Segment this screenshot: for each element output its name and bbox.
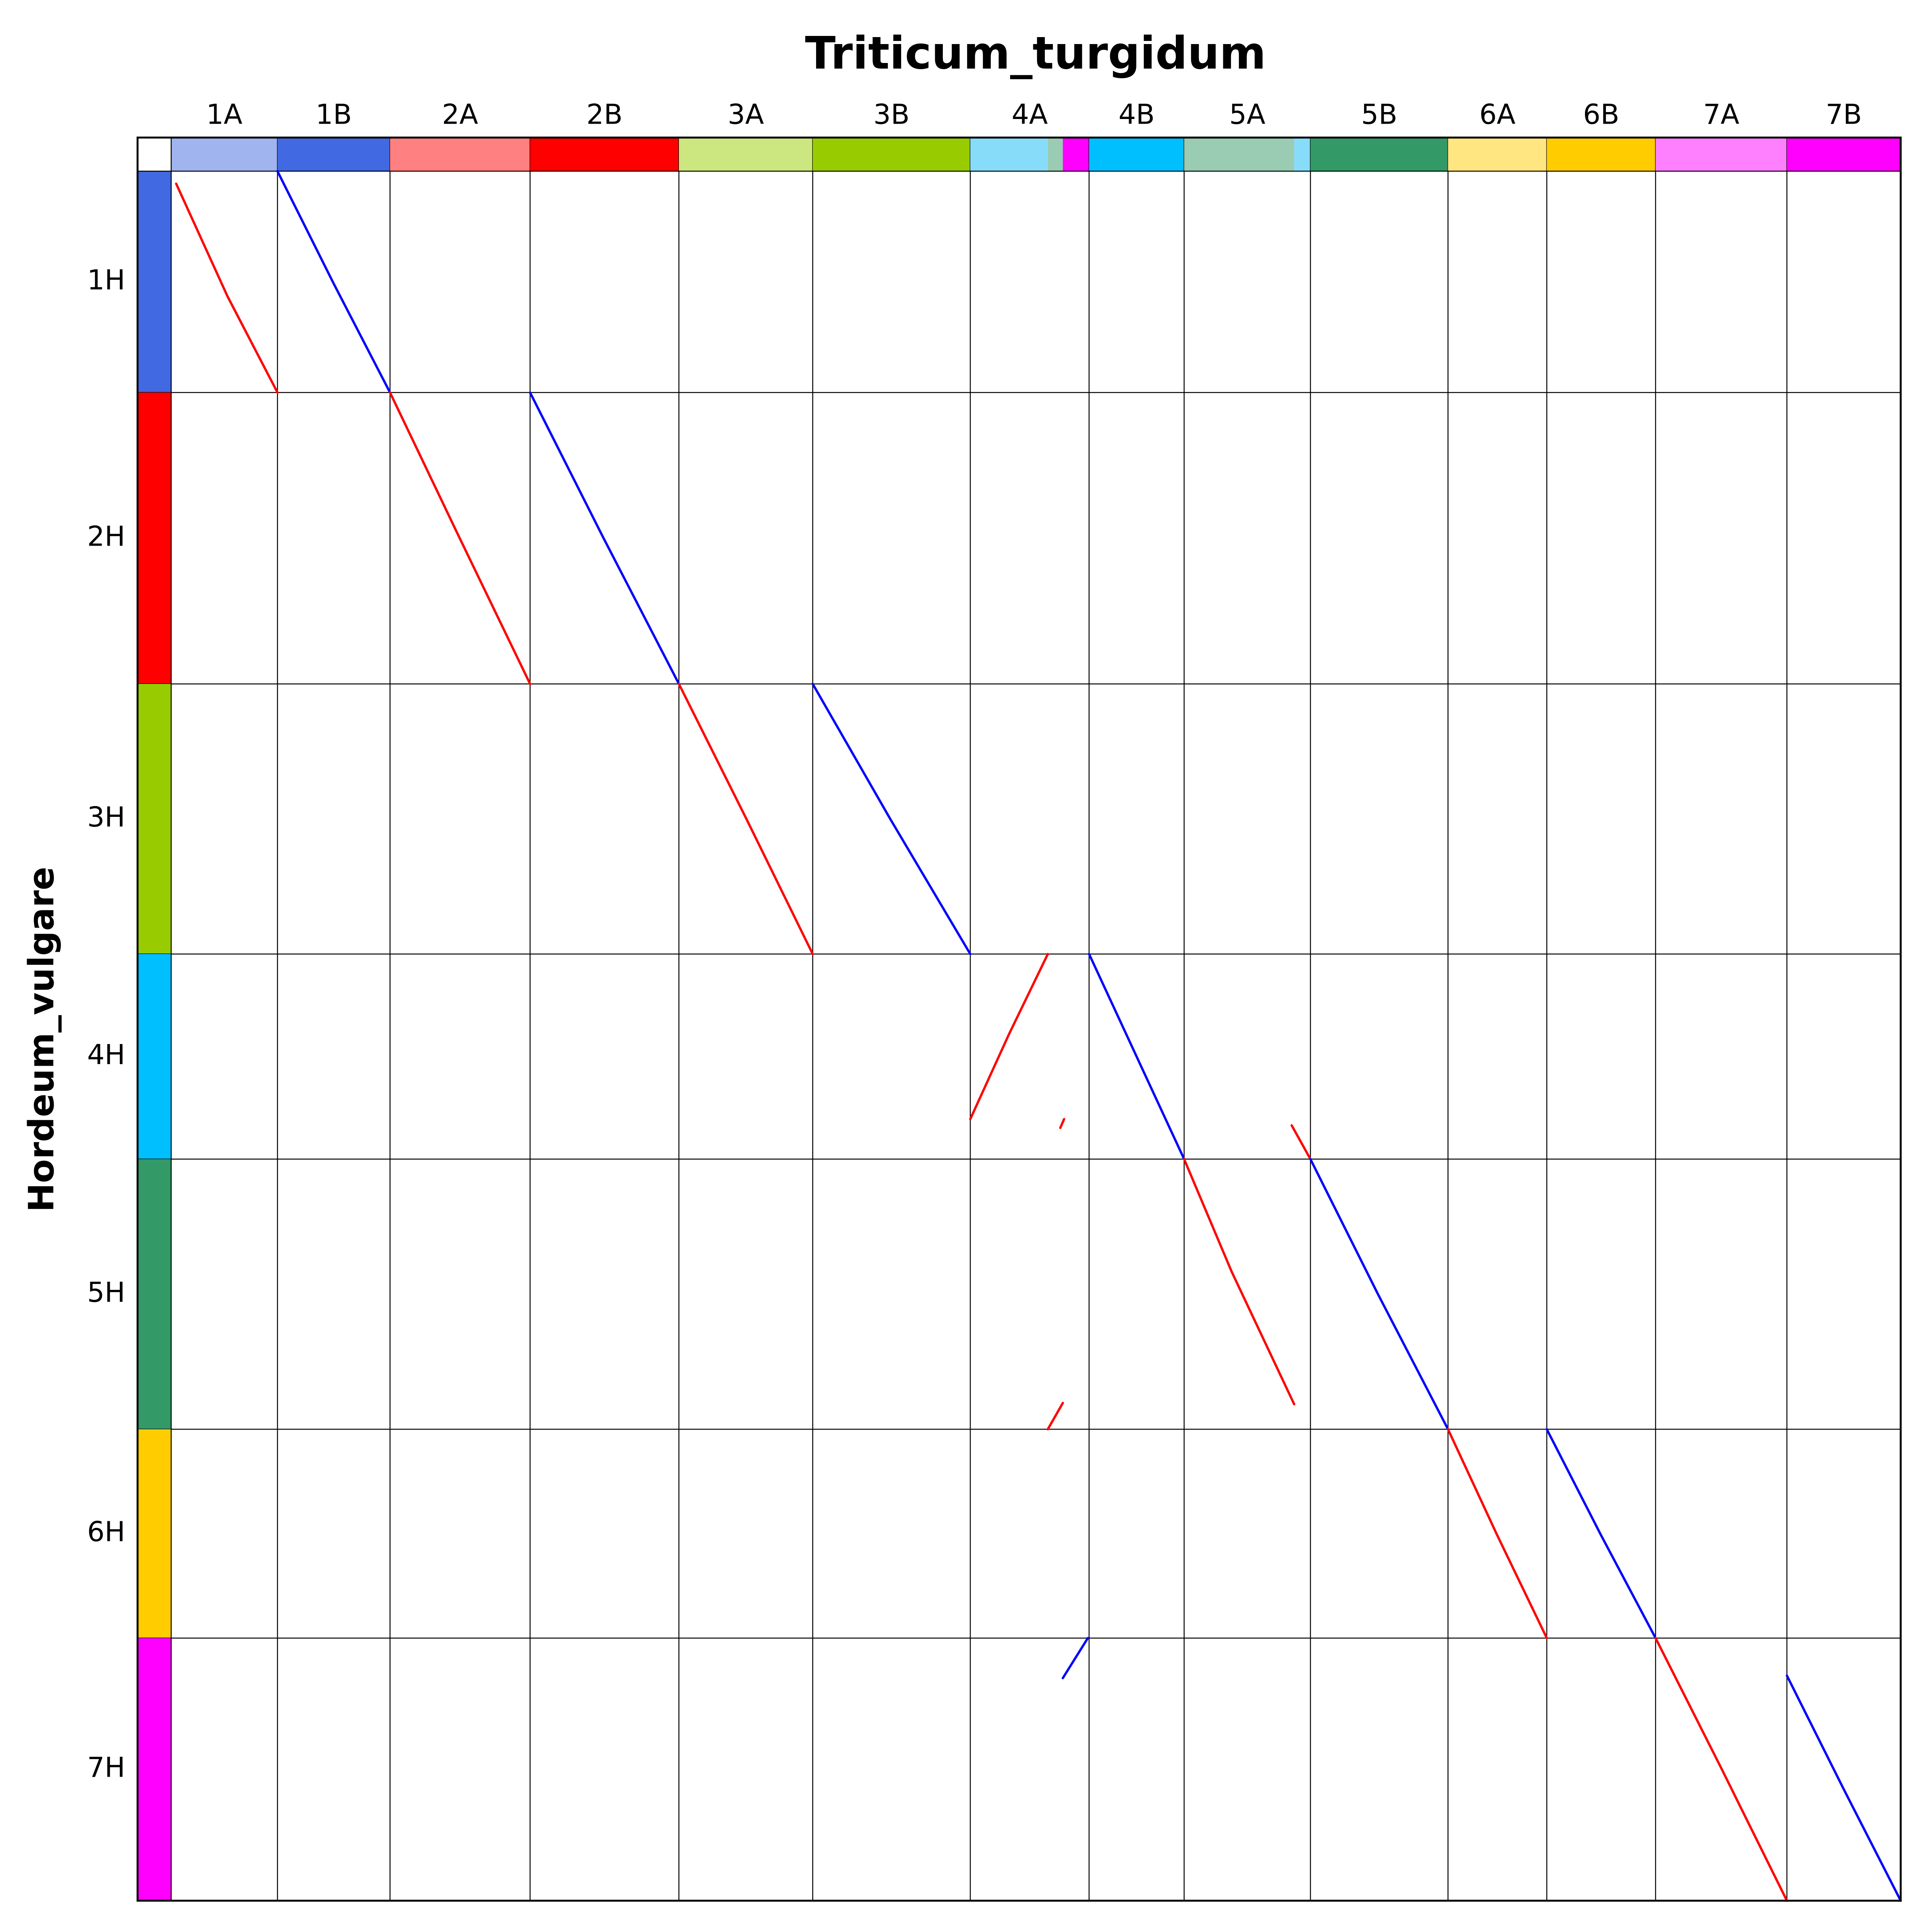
synteny-segment	[1088, 953, 1185, 1160]
y-chromosome-band	[138, 392, 171, 684]
x-chromosome-band	[1184, 138, 1294, 171]
x-chromosome-label: 7A	[1703, 99, 1740, 131]
synteny-segment	[1290, 1124, 1312, 1160]
x-chromosome-band	[1063, 138, 1089, 171]
y-chromosome-band	[138, 954, 171, 1159]
x-chromosome-label: 7B	[1826, 99, 1862, 131]
synteny-segment	[1061, 1637, 1089, 1679]
y-chromosome-label: 4H	[87, 1039, 125, 1071]
x-chromosome-band	[277, 138, 390, 171]
synteny-segment	[1447, 1428, 1548, 1639]
synteny-segment	[677, 682, 814, 956]
x-chromosome-band	[1787, 138, 1901, 171]
synteny-segment	[1309, 1158, 1449, 1430]
x-chromosome-label: 1B	[316, 99, 352, 131]
x-chromosome-band	[390, 138, 530, 171]
y-chromosome-label: 5H	[87, 1276, 125, 1308]
y-chromosome-band	[138, 684, 171, 954]
x-chromosome-band	[1310, 138, 1448, 171]
y-chromosome-label: 1H	[87, 264, 125, 296]
y-chromosome-label: 6H	[87, 1516, 125, 1548]
x-chromosome-label: 1A	[206, 99, 243, 131]
y-axis-label: Hordeum_vulgare	[21, 867, 62, 1212]
synteny-segment	[1786, 1674, 1902, 1902]
x-chromosome-label: 2B	[586, 99, 622, 131]
x-chromosome-band	[1294, 138, 1311, 171]
x-chromosome-band	[1547, 138, 1656, 171]
synteny-segment	[276, 170, 391, 394]
x-chromosome-label: 6B	[1583, 99, 1619, 131]
y-chromosome-label: 7H	[87, 1752, 125, 1784]
x-chromosome-band	[1048, 138, 1063, 171]
x-chromosome-label: 3A	[728, 99, 764, 131]
x-chromosome-label: 4A	[1012, 99, 1048, 131]
x-chromosome-band	[1448, 138, 1547, 171]
y-chromosome-label: 2H	[87, 520, 125, 552]
x-chromosome-label: 5A	[1229, 99, 1265, 131]
synteny-segment	[1546, 1428, 1657, 1639]
x-chromosome-band	[813, 138, 971, 171]
x-chromosome-label: 4B	[1119, 99, 1155, 131]
synteny-segment	[811, 682, 972, 956]
y-chromosome-band	[138, 1159, 171, 1429]
x-chromosome-band	[1089, 138, 1184, 171]
synteny-segment	[1183, 1158, 1296, 1406]
x-chromosome-label: 5B	[1361, 99, 1397, 131]
x-chromosome-band	[171, 138, 278, 171]
x-chromosome-label: 3B	[873, 99, 910, 131]
synteny-segment	[175, 182, 279, 394]
synteny-segment	[389, 391, 531, 685]
x-chromosome-band	[1655, 138, 1787, 171]
x-chromosome-band	[679, 138, 813, 171]
plot-frame	[136, 136, 1902, 1902]
synteny-segment	[1046, 1401, 1064, 1430]
chart-title: Triticum_turgidum	[805, 27, 1266, 80]
synteny-segment	[529, 391, 680, 685]
y-chromosome-band	[138, 171, 171, 393]
x-chromosome-band	[970, 138, 1048, 171]
y-chromosome-label: 3H	[87, 801, 125, 833]
synteny-segment	[1059, 1118, 1065, 1129]
y-chromosome-band	[138, 1429, 171, 1638]
synteny-segment	[969, 953, 1049, 1121]
synteny-segment	[1654, 1637, 1788, 1902]
x-chromosome-band	[530, 138, 679, 171]
x-chromosome-label: 6A	[1479, 99, 1515, 131]
y-chromosome-band	[138, 1638, 171, 1901]
x-chromosome-label: 2A	[442, 99, 478, 131]
